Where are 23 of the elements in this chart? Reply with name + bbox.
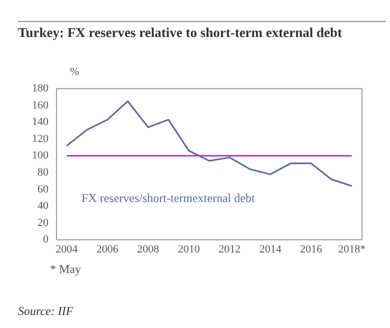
y-tick-label: 120 [32, 132, 49, 145]
x-tick-label: 2004 [56, 243, 78, 256]
series-label: FX reserves/short-termexternal debt [82, 191, 256, 206]
y-axis-title: % [70, 66, 80, 78]
y-tick-label: 60 [38, 183, 49, 196]
x-tick-label: 2006 [96, 243, 119, 256]
x-tick-label: 2016 [300, 243, 323, 256]
y-tick-label: 160 [32, 99, 49, 112]
source-note: Source: IIF [18, 304, 74, 319]
y-tick-label: 140 [32, 116, 49, 128]
y-tick-label: 80 [38, 166, 49, 178]
text: * May [50, 262, 81, 277]
x-tick-label: 2014 [259, 243, 282, 256]
x-tick-label: 2010 [178, 243, 200, 256]
x-tick-label: 2012 [218, 243, 241, 256]
x-tick-label: 2018* [338, 243, 366, 256]
y-tick-label: 0 [43, 234, 49, 246]
y-tick-label: 20 [38, 216, 49, 229]
x-tick-label: 2008 [137, 243, 160, 256]
chart-title: Turkey: FX reserves relative to short-term external debt [18, 25, 342, 41]
y-tick-label: 180 [32, 82, 49, 94]
y-tick-label: 40 [38, 200, 49, 212]
y-tick-label: 100 [32, 150, 49, 162]
